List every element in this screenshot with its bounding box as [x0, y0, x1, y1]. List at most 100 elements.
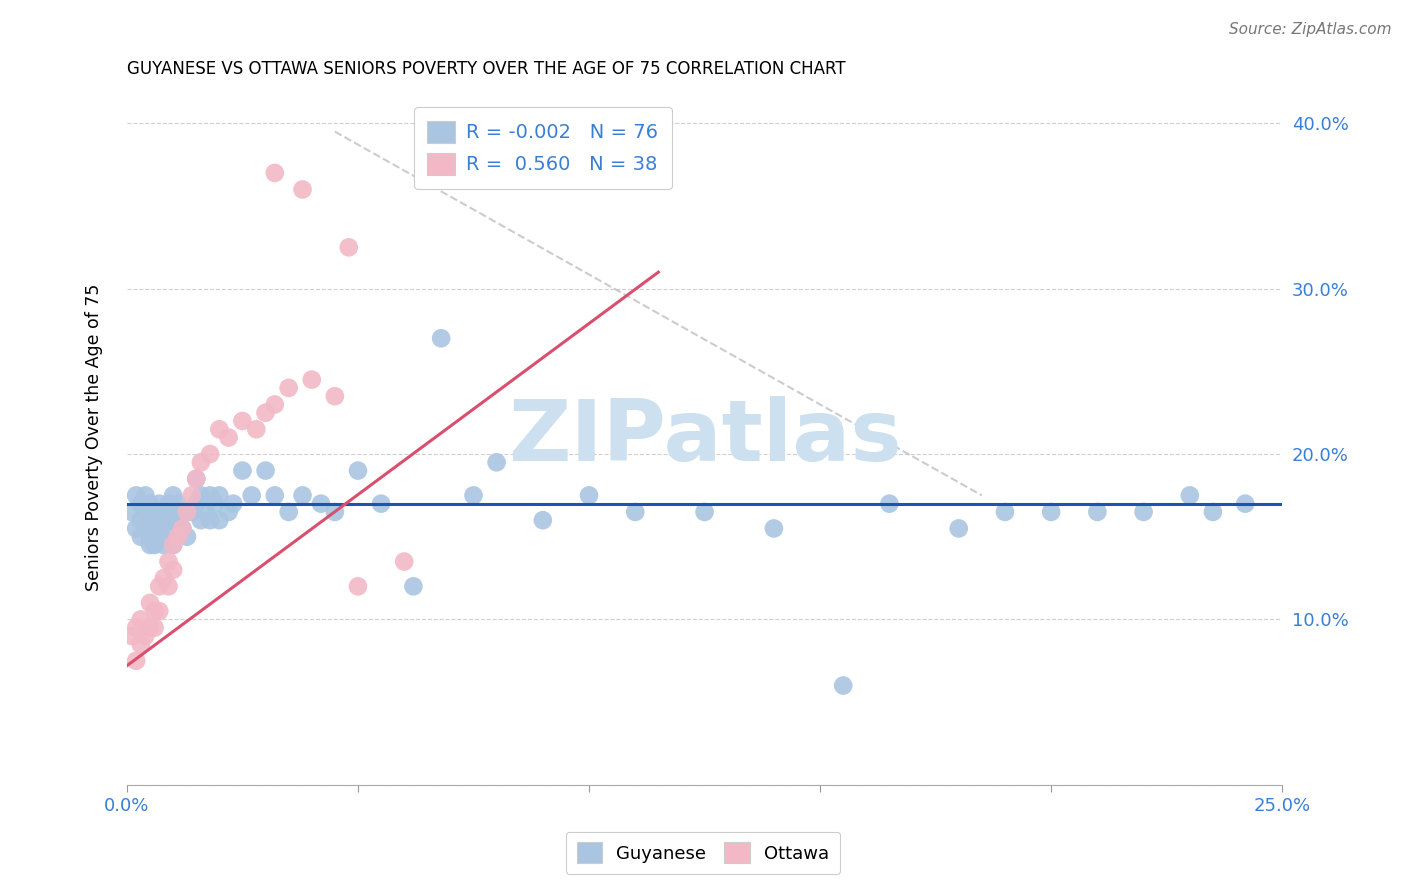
Point [162, 538, 184, 552]
Point [291, 182, 314, 196]
Point [208, 513, 231, 527]
Point [148, 497, 170, 511]
Point [198, 447, 221, 461]
Point [134, 521, 156, 535]
Point [139, 513, 162, 527]
Point [1132, 505, 1154, 519]
Point [879, 497, 901, 511]
Point [186, 497, 208, 511]
Point [693, 505, 716, 519]
Point [125, 654, 148, 668]
Point [121, 629, 143, 643]
Point [402, 579, 425, 593]
Point [139, 621, 162, 635]
Point [148, 513, 170, 527]
Point [172, 505, 194, 519]
Point [121, 505, 143, 519]
Point [254, 406, 277, 420]
Point [323, 505, 346, 519]
Point [245, 422, 267, 436]
Point [277, 381, 299, 395]
Point [148, 530, 170, 544]
Point [624, 505, 647, 519]
Point [129, 513, 152, 527]
Point [208, 422, 231, 436]
Point [172, 521, 194, 535]
Point [301, 373, 323, 387]
Point [531, 513, 554, 527]
Point [129, 530, 152, 544]
Point [162, 563, 184, 577]
Point [1178, 488, 1201, 502]
Point [180, 488, 202, 502]
Text: ZIPatlas: ZIPatlas [508, 396, 901, 479]
Point [129, 612, 152, 626]
Point [222, 497, 245, 511]
Point [186, 472, 208, 486]
Point [190, 513, 212, 527]
Point [218, 505, 240, 519]
Point [263, 397, 285, 411]
Point [148, 604, 170, 618]
Point [370, 497, 392, 511]
Point [134, 629, 156, 643]
Point [162, 488, 184, 502]
Point [153, 538, 176, 552]
Point [162, 538, 184, 552]
Point [139, 538, 162, 552]
Point [832, 679, 855, 693]
Point [190, 488, 212, 502]
Point [125, 488, 148, 502]
Point [143, 521, 166, 535]
Point [347, 464, 370, 478]
Point [153, 505, 176, 519]
Point [1202, 505, 1225, 519]
Point [337, 240, 360, 254]
Point [134, 505, 156, 519]
Point [176, 505, 198, 519]
Point [323, 389, 346, 403]
Point [1040, 505, 1063, 519]
Point [180, 505, 202, 519]
Point [218, 430, 240, 444]
Legend: R = -0.002   N = 76, R =  0.560   N = 38: R = -0.002 N = 76, R = 0.560 N = 38 [413, 107, 672, 189]
Point [231, 414, 253, 428]
Point [143, 604, 166, 618]
Point [578, 488, 600, 502]
Point [291, 488, 314, 502]
Point [254, 464, 277, 478]
Point [129, 497, 152, 511]
Point [157, 497, 180, 511]
Point [186, 472, 208, 486]
Point [143, 505, 166, 519]
Point [125, 621, 148, 635]
Point [277, 505, 299, 519]
Legend: Guyanese, Ottawa: Guyanese, Ottawa [565, 831, 841, 874]
Point [166, 513, 188, 527]
Point [1085, 505, 1108, 519]
Point [157, 579, 180, 593]
Point [157, 555, 180, 569]
Point [143, 621, 166, 635]
Y-axis label: Seniors Poverty Over the Age of 75: Seniors Poverty Over the Age of 75 [86, 284, 103, 591]
Point [263, 166, 285, 180]
Point [166, 497, 188, 511]
Text: GUYANESE VS OTTAWA SENIORS POVERTY OVER THE AGE OF 75 CORRELATION CHART: GUYANESE VS OTTAWA SENIORS POVERTY OVER … [127, 60, 845, 78]
Point [139, 596, 162, 610]
Point [129, 637, 152, 651]
Point [1234, 497, 1257, 511]
Point [762, 521, 785, 535]
Point [172, 521, 194, 535]
Point [190, 455, 212, 469]
Point [392, 555, 415, 569]
Point [198, 513, 221, 527]
Point [430, 331, 453, 345]
Point [153, 521, 176, 535]
Point [176, 530, 198, 544]
Point [463, 488, 485, 502]
Point [208, 488, 231, 502]
Point [263, 488, 285, 502]
Text: Source: ZipAtlas.com: Source: ZipAtlas.com [1229, 22, 1392, 37]
Point [153, 571, 176, 585]
Point [134, 488, 156, 502]
